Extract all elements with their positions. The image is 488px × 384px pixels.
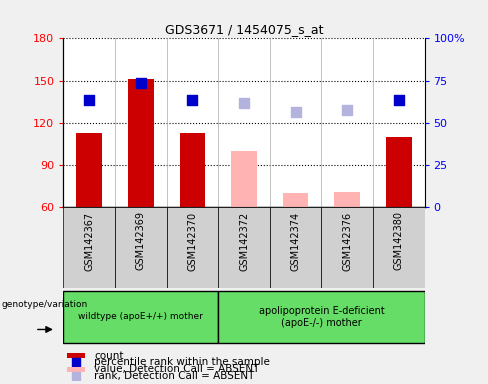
Point [395, 97, 403, 103]
Bar [270, 207, 322, 288]
Text: GSM142380: GSM142380 [394, 211, 404, 270]
Text: rank, Detection Call = ABSENT: rank, Detection Call = ABSENT [94, 371, 255, 381]
Bar [373, 207, 425, 288]
Point [72, 373, 80, 379]
Bar [283, 193, 308, 207]
Bar [180, 133, 205, 207]
Bar [218, 207, 270, 288]
Bar [67, 367, 85, 372]
Bar [67, 353, 85, 358]
Text: value, Detection Call = ABSENT: value, Detection Call = ABSENT [94, 364, 260, 374]
Title: GDS3671 / 1454075_s_at: GDS3671 / 1454075_s_at [165, 23, 323, 36]
Bar [334, 192, 360, 207]
Point [137, 80, 145, 86]
Bar [166, 207, 218, 288]
Text: GSM142374: GSM142374 [290, 211, 301, 270]
Point [292, 109, 300, 115]
Bar [231, 151, 257, 207]
Point [240, 100, 248, 106]
Bar [218, 291, 425, 343]
Text: apolipoprotein E-deficient
(apoE-/-) mother: apolipoprotein E-deficient (apoE-/-) mot… [259, 306, 384, 328]
Bar [63, 207, 115, 288]
Text: GSM142372: GSM142372 [239, 211, 249, 271]
Text: wildtype (apoE+/+) mother: wildtype (apoE+/+) mother [79, 312, 203, 321]
Text: count: count [94, 351, 123, 361]
Text: percentile rank within the sample: percentile rank within the sample [94, 358, 270, 367]
Bar [128, 79, 154, 207]
Text: GSM142369: GSM142369 [136, 211, 146, 270]
Point [188, 97, 196, 103]
Bar [115, 207, 166, 288]
Point [72, 359, 80, 366]
Point [343, 107, 351, 113]
Text: genotype/variation: genotype/variation [1, 300, 87, 309]
Bar [386, 137, 412, 207]
Bar [76, 133, 102, 207]
Bar [63, 291, 218, 343]
Text: GSM142376: GSM142376 [342, 211, 352, 270]
Point [85, 97, 93, 103]
Bar [322, 207, 373, 288]
Text: GSM142367: GSM142367 [84, 211, 94, 270]
Text: GSM142370: GSM142370 [187, 211, 198, 270]
